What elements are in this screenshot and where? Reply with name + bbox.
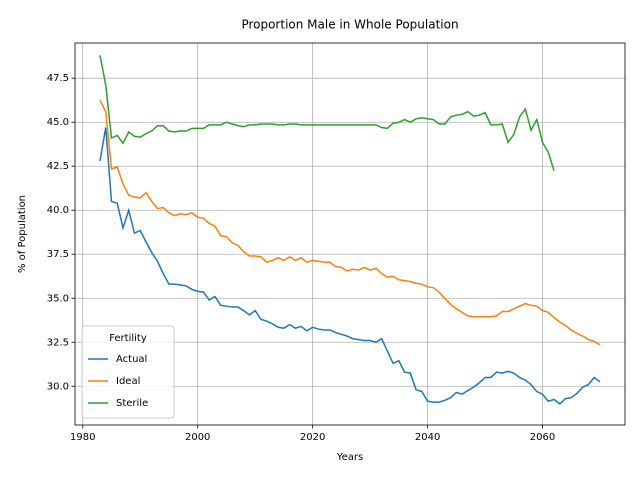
y-tick-label: 42.5 [47, 161, 69, 172]
data-line [99, 55, 555, 171]
x-tick-label: 1980 [70, 432, 95, 443]
x-axis-label: Years [336, 452, 363, 463]
data-line [99, 99, 601, 346]
data-line [99, 127, 601, 405]
y-tick-label: 40.0 [47, 205, 69, 216]
plot-frame [74, 42, 626, 426]
x-tick-label: 2060 [530, 432, 555, 443]
x-tick-label: 2020 [300, 432, 325, 443]
legend-box [81, 325, 175, 419]
legend-label: Sterile [116, 398, 148, 409]
y-tick-label: 35.0 [47, 293, 69, 304]
y-tick-label: 32.5 [47, 337, 69, 348]
y-tick-label: 37.5 [47, 249, 69, 260]
y-tick-label: 45.0 [47, 117, 69, 128]
y-tick-label: 30.0 [47, 381, 69, 392]
legend-label: Actual [116, 354, 147, 365]
legend-title: Fertility [109, 333, 147, 344]
x-tick-label: 2000 [185, 432, 210, 443]
chart-title: Proportion Male in Whole Population [241, 18, 458, 32]
y-tick-label: 47.5 [47, 73, 69, 84]
y-axis-label: % of Population [17, 195, 28, 273]
x-tick-label: 2040 [415, 432, 440, 443]
legend-label: Ideal [116, 376, 140, 387]
